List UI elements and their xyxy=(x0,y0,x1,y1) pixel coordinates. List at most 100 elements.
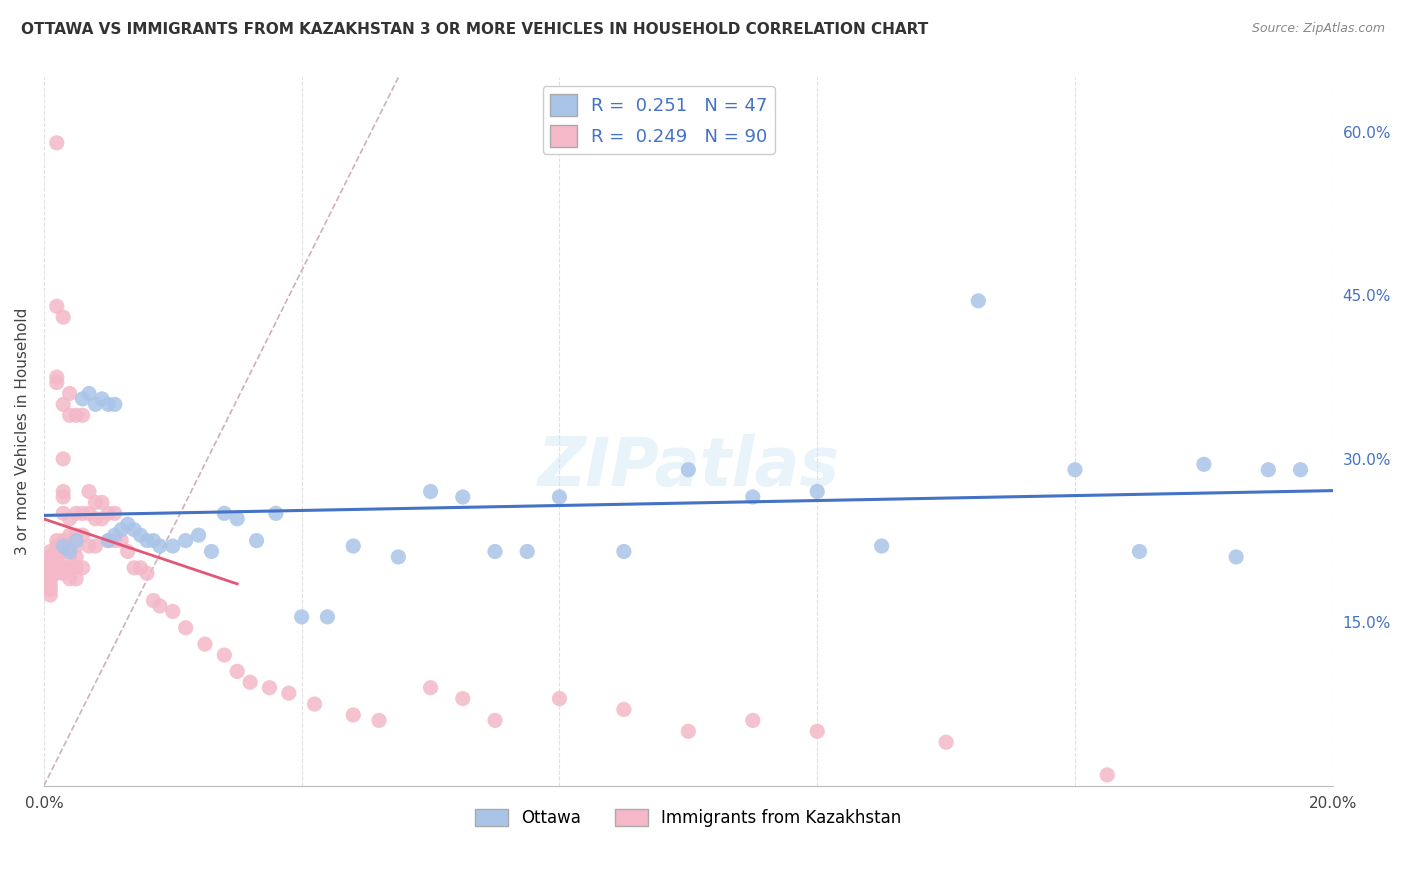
Point xyxy=(77,539,100,553)
Point xyxy=(45,533,67,548)
Point xyxy=(149,599,172,613)
Point xyxy=(277,686,299,700)
Point xyxy=(39,566,62,581)
Point xyxy=(52,484,75,499)
Point xyxy=(678,463,700,477)
Point xyxy=(935,735,957,749)
Point xyxy=(136,533,159,548)
Point xyxy=(52,539,75,553)
Point xyxy=(45,555,67,569)
Point xyxy=(174,621,197,635)
Point xyxy=(129,561,152,575)
Point xyxy=(45,544,67,558)
Text: ZIPatlas: ZIPatlas xyxy=(537,434,839,500)
Point xyxy=(104,528,127,542)
Point xyxy=(451,691,474,706)
Point xyxy=(419,484,441,499)
Point xyxy=(117,517,139,532)
Point xyxy=(39,544,62,558)
Point xyxy=(45,561,67,575)
Point xyxy=(200,544,222,558)
Point xyxy=(304,697,326,711)
Point xyxy=(59,386,82,401)
Point xyxy=(84,495,107,509)
Point xyxy=(59,549,82,564)
Point xyxy=(52,310,75,325)
Point xyxy=(104,397,127,411)
Y-axis label: 3 or more Vehicles in Household: 3 or more Vehicles in Household xyxy=(15,308,30,556)
Point xyxy=(84,539,107,553)
Point xyxy=(72,561,94,575)
Point xyxy=(52,506,75,520)
Point xyxy=(142,593,165,607)
Text: OTTAWA VS IMMIGRANTS FROM KAZAKHSTAN 3 OR MORE VEHICLES IN HOUSEHOLD CORRELATION: OTTAWA VS IMMIGRANTS FROM KAZAKHSTAN 3 O… xyxy=(21,22,928,37)
Point xyxy=(110,523,132,537)
Point xyxy=(72,409,94,423)
Point xyxy=(264,506,287,520)
Point xyxy=(65,549,87,564)
Point xyxy=(77,484,100,499)
Point xyxy=(59,539,82,553)
Point xyxy=(245,533,267,548)
Point xyxy=(368,714,391,728)
Point xyxy=(45,299,67,313)
Point xyxy=(45,566,67,581)
Point xyxy=(97,506,120,520)
Point xyxy=(52,451,75,466)
Point xyxy=(104,533,127,548)
Point xyxy=(1064,463,1087,477)
Point xyxy=(387,549,409,564)
Point xyxy=(72,392,94,406)
Point xyxy=(214,506,236,520)
Point xyxy=(259,681,281,695)
Point xyxy=(39,549,62,564)
Point xyxy=(90,392,112,406)
Point xyxy=(291,610,314,624)
Point xyxy=(45,370,67,384)
Point xyxy=(451,490,474,504)
Point xyxy=(97,397,120,411)
Point xyxy=(45,539,67,553)
Point xyxy=(613,702,636,716)
Point xyxy=(136,566,159,581)
Point xyxy=(39,577,62,591)
Point xyxy=(65,528,87,542)
Point xyxy=(84,512,107,526)
Point xyxy=(39,582,62,597)
Point xyxy=(77,506,100,520)
Point xyxy=(741,714,763,728)
Point xyxy=(1289,463,1312,477)
Point xyxy=(226,512,249,526)
Point xyxy=(45,136,67,150)
Point xyxy=(316,610,339,624)
Point xyxy=(806,484,828,499)
Point xyxy=(741,490,763,504)
Point xyxy=(1225,549,1247,564)
Point xyxy=(122,561,145,575)
Point xyxy=(548,691,571,706)
Point xyxy=(678,724,700,739)
Point xyxy=(194,637,217,651)
Point xyxy=(59,572,82,586)
Point xyxy=(129,528,152,542)
Point xyxy=(117,544,139,558)
Point xyxy=(613,544,636,558)
Point xyxy=(97,533,120,548)
Point xyxy=(1128,544,1150,558)
Point xyxy=(187,528,209,542)
Point xyxy=(65,539,87,553)
Point xyxy=(52,566,75,581)
Point xyxy=(59,544,82,558)
Point xyxy=(65,561,87,575)
Point xyxy=(104,506,127,520)
Point xyxy=(110,533,132,548)
Point xyxy=(870,539,893,553)
Point xyxy=(484,544,506,558)
Point xyxy=(122,523,145,537)
Point xyxy=(52,533,75,548)
Point xyxy=(65,506,87,520)
Point xyxy=(1095,768,1118,782)
Point xyxy=(1257,463,1279,477)
Point xyxy=(342,708,364,723)
Point xyxy=(174,533,197,548)
